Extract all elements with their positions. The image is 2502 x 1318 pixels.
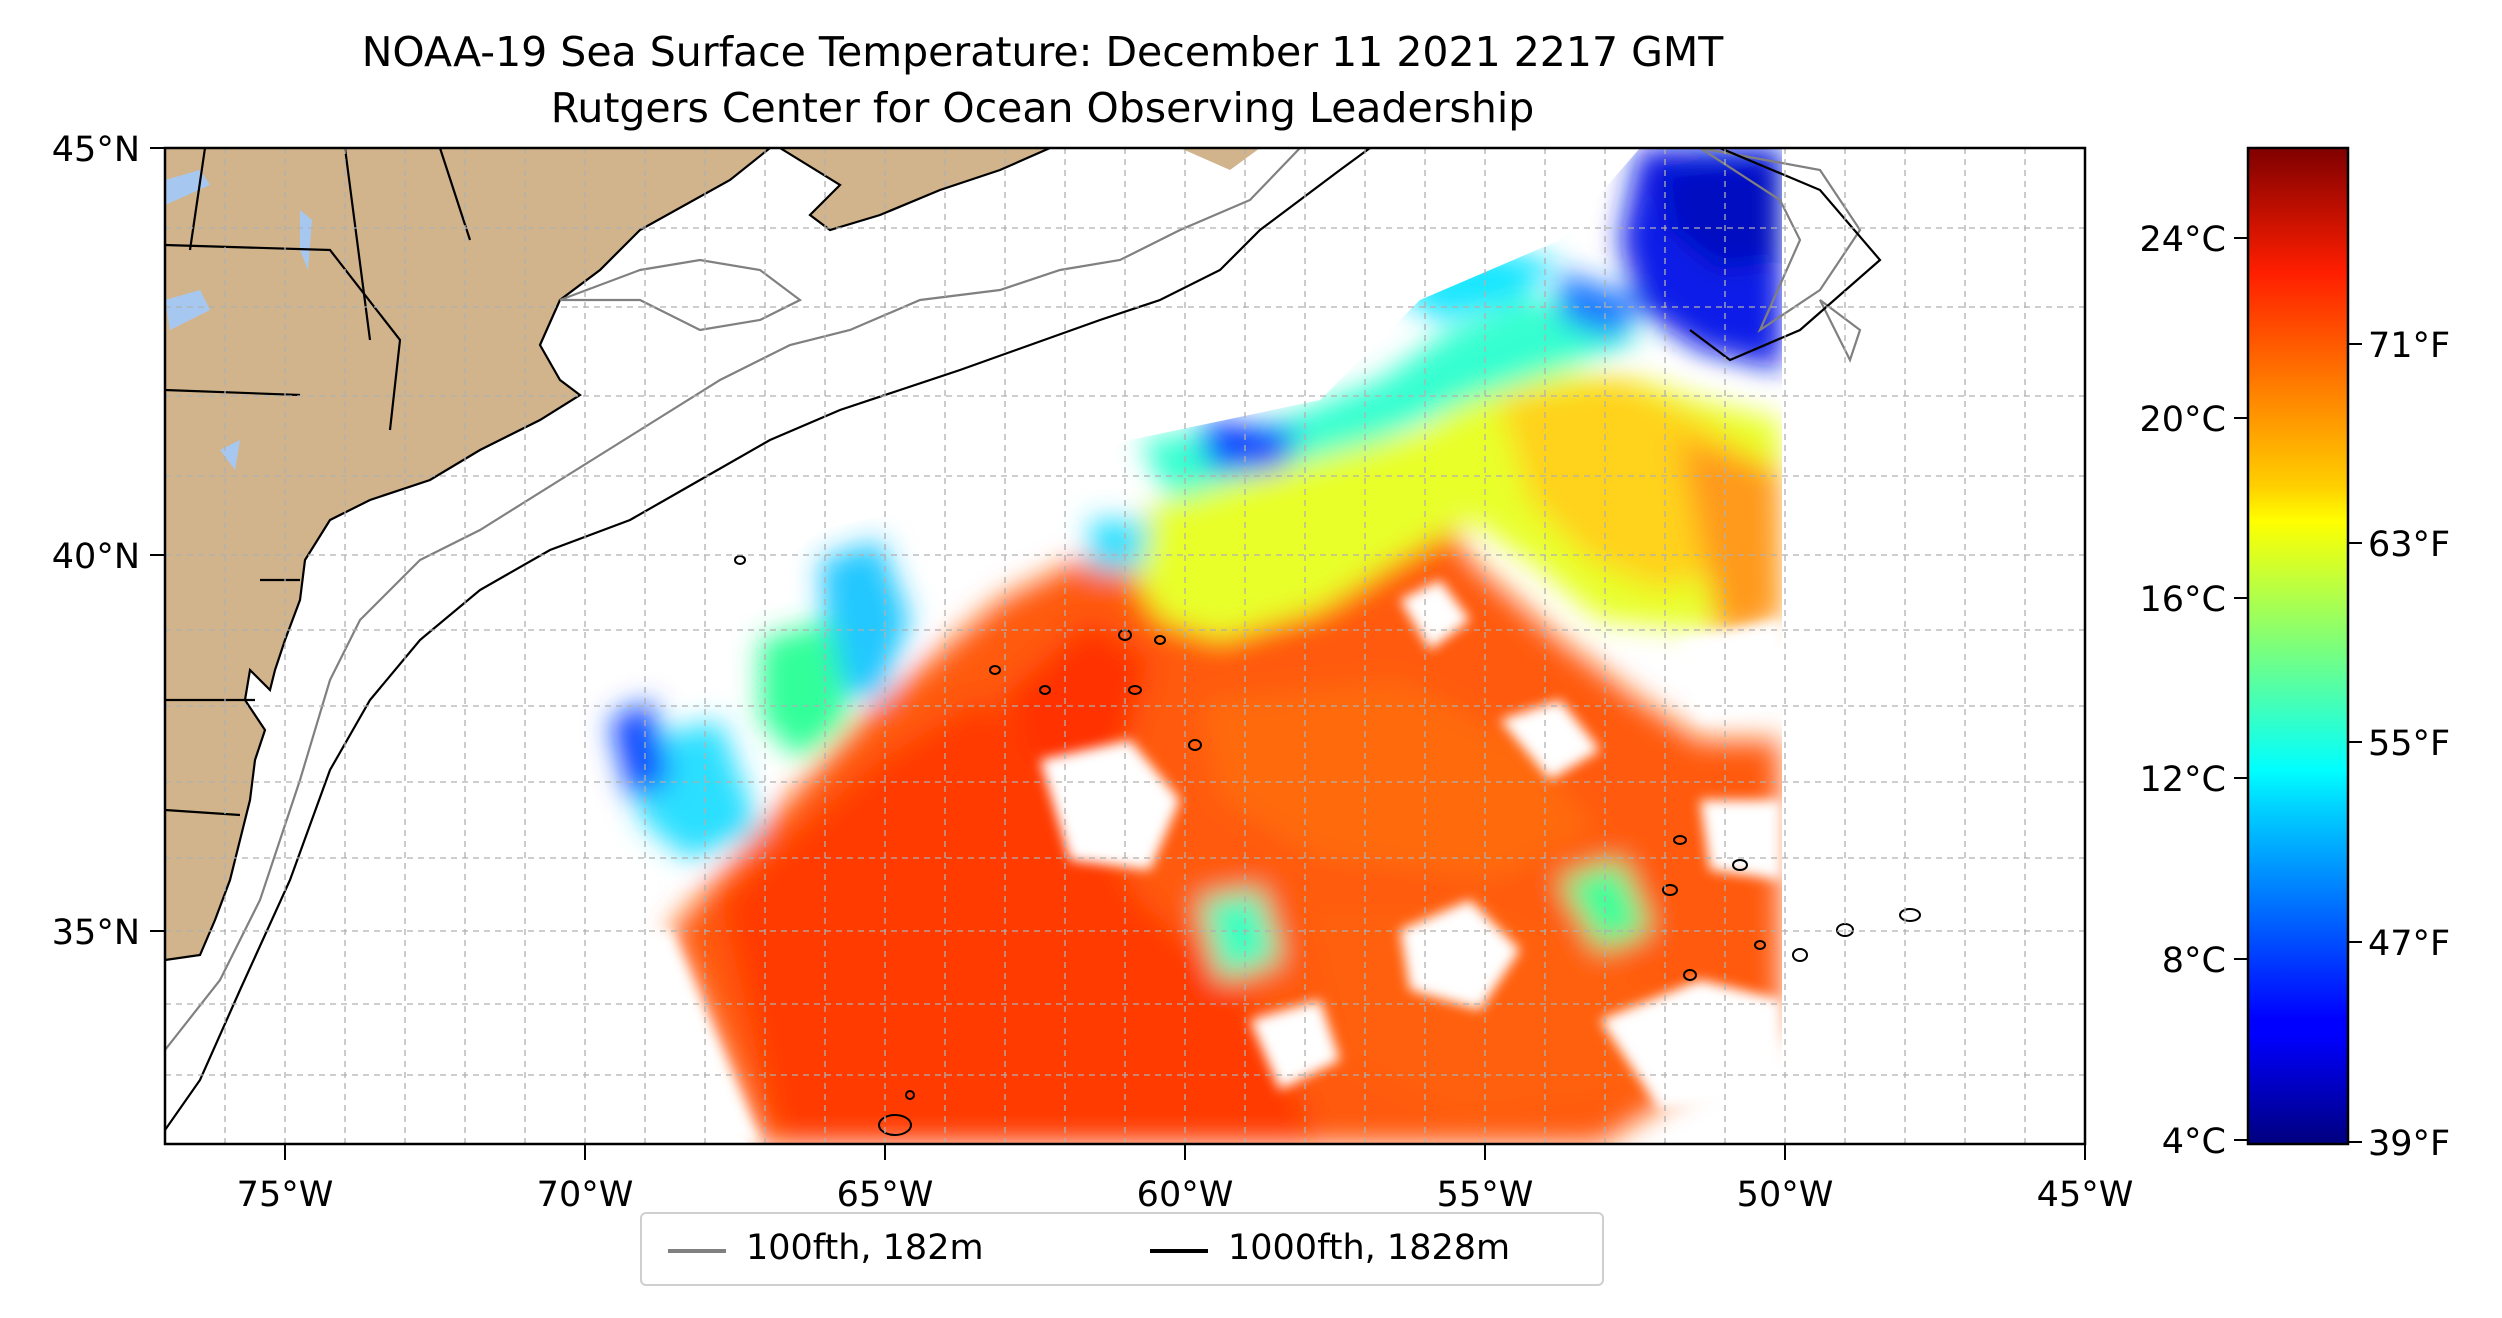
lon-label: 75°W [237, 1175, 334, 1215]
legend-swatch-1000fth [1150, 1249, 1208, 1253]
colorbar-fahrenheit-label: 55°F [2368, 724, 2450, 764]
colorbar-fahrenheit-label: 71°F [2368, 326, 2450, 366]
colorbar-celsius-label: 16°C [2140, 580, 2226, 620]
lon-label: 45°W [2037, 1175, 2134, 1215]
lon-label: 65°W [837, 1175, 934, 1215]
lon-label: 50°W [1737, 1175, 1834, 1215]
colorbar: 24°C 20°C 16°C 12°C 8°C 4°C 71°F 63°F 55… [2140, 146, 2450, 1164]
sst-map [165, 148, 2085, 1144]
lon-label: 60°W [1137, 1175, 1234, 1215]
isobath-100fth [165, 148, 1862, 1051]
colorbar-celsius-label: 8°C [2162, 941, 2226, 981]
coastline [165, 148, 1051, 962]
lat-label: 40°N [52, 537, 140, 577]
map-title: NOAA-19 Sea Surface Temperature: Decembe… [361, 28, 1724, 76]
colorbar-celsius-label: 12°C [2140, 760, 2226, 800]
land [165, 148, 1260, 960]
map-frame [163, 146, 2087, 1146]
map-subtitle: Rutgers Center for Ocean Observing Leade… [550, 84, 1535, 132]
lon-label: 55°W [1437, 1175, 1534, 1215]
lat-label: 45°N [52, 130, 140, 170]
legend-label-100fth: 100fth, 182m [746, 1228, 984, 1268]
seamounts [734, 555, 1921, 1136]
lat-tick-marks [150, 147, 165, 932]
legend-label-1000fth: 1000fth, 1828m [1228, 1228, 1511, 1268]
legend-swatch-100fth [668, 1249, 726, 1253]
gridlines [165, 148, 2085, 1144]
colorbar-celsius-label: 4°C [2162, 1122, 2226, 1162]
lon-label: 70°W [537, 1175, 634, 1215]
lon-tick-marks [284, 1144, 2086, 1160]
colorbar-fahrenheit-label: 39°F [2368, 1124, 2450, 1164]
legend: 100fth, 182m 1000fth, 1828m [640, 1212, 1604, 1286]
lat-label: 35°N [52, 913, 140, 953]
isobath-1000fth [165, 148, 1882, 1131]
colorbar-fahrenheit-label: 63°F [2368, 525, 2450, 565]
colorbar-fahrenheit-label: 47°F [2368, 924, 2450, 964]
colorbar-celsius-label: 20°C [2140, 400, 2226, 440]
colorbar-gradient [2246, 146, 2350, 1146]
colorbar-celsius-label: 24°C [2140, 220, 2226, 260]
